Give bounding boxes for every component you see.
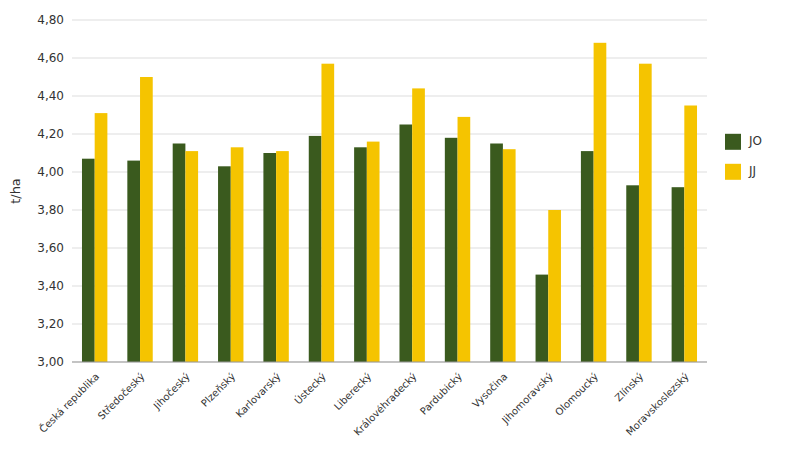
x-tick-label: Karlovarský — [234, 371, 283, 420]
legend: JO JJ — [725, 134, 762, 180]
grid-line — [72, 248, 707, 249]
bar — [490, 144, 503, 363]
grid-line — [72, 134, 707, 135]
bar — [458, 117, 471, 362]
y-tick-label: 4,40 — [37, 89, 64, 103]
x-tick-label: Česká republika — [36, 370, 101, 435]
grid-line — [72, 172, 707, 173]
x-tick-label: Vysočina — [470, 371, 509, 410]
x-axis-line — [72, 362, 707, 363]
grid — [72, 20, 707, 362]
bar — [82, 159, 95, 362]
y-tick-label: 4,80 — [37, 13, 64, 27]
bar — [95, 113, 108, 362]
y-tick-label: 4,20 — [37, 127, 64, 141]
bar — [684, 106, 697, 363]
x-tick-label: Ústecký — [292, 370, 328, 406]
bar — [140, 77, 153, 362]
bar — [412, 88, 425, 362]
bar — [548, 210, 561, 362]
bars — [82, 43, 697, 362]
y-tick-label: 3,20 — [37, 317, 64, 331]
bar — [536, 275, 549, 362]
bar — [218, 166, 231, 362]
bar — [276, 151, 289, 362]
y-tick-label: 3,00 — [37, 355, 64, 369]
y-tick-label: 3,40 — [37, 279, 64, 293]
legend-label: JJ — [748, 164, 756, 178]
x-tick-label: Královéhradecký — [352, 371, 419, 438]
grid-line — [72, 96, 707, 97]
x-tick-label: Plzeňský — [199, 371, 237, 409]
x-tick-label: Středočeský — [96, 371, 147, 422]
legend-swatch — [725, 164, 741, 180]
y-axis-label: t/ha — [8, 178, 23, 204]
chart-svg: 3,00 3,20 3,40 3,60 3,80 4,00 4,20 4,40 4,60 4,80… — [0, 0, 797, 474]
bar — [367, 142, 380, 362]
legend-label: JO — [748, 134, 762, 148]
bar — [503, 149, 516, 362]
grid-line — [72, 20, 707, 21]
x-tick-label: Pardubický — [418, 371, 464, 417]
bar — [263, 153, 276, 362]
grid-line — [72, 210, 707, 211]
bar — [354, 147, 367, 362]
legend-swatch — [725, 134, 741, 150]
grid-line — [72, 286, 707, 287]
grid-line — [72, 58, 707, 59]
chart-container: 3,00 3,20 3,40 3,60 3,80 4,00 4,20 4,40 4,60 4,80… — [0, 0, 797, 474]
bar — [399, 125, 412, 363]
y-tick-label: 4,00 — [37, 165, 64, 179]
bar — [594, 43, 607, 362]
bar — [127, 161, 140, 362]
x-tick-label: Zlínský — [613, 371, 646, 404]
x-tick-label: Olomoucký — [553, 371, 600, 418]
y-tick-label: 4,60 — [37, 51, 64, 65]
x-tick-label: Liberecký — [332, 371, 374, 413]
bar — [309, 136, 322, 362]
y-tick-label: 3,60 — [37, 241, 64, 255]
grid-line — [72, 324, 707, 325]
bar — [639, 64, 652, 362]
bar — [581, 151, 594, 362]
y-tick-label: 3,80 — [37, 203, 64, 217]
bar — [445, 138, 458, 362]
bar — [231, 147, 244, 362]
grid-line — [72, 362, 707, 363]
x-tick-label: Jihomoravský — [499, 371, 555, 427]
x-tick-label: Jihočeský — [151, 371, 192, 412]
bar — [173, 144, 186, 363]
bar — [321, 64, 334, 362]
bar — [672, 187, 685, 362]
bar — [185, 151, 198, 362]
x-tick-label: Moravskoslezský — [624, 371, 691, 438]
bar — [626, 185, 639, 362]
